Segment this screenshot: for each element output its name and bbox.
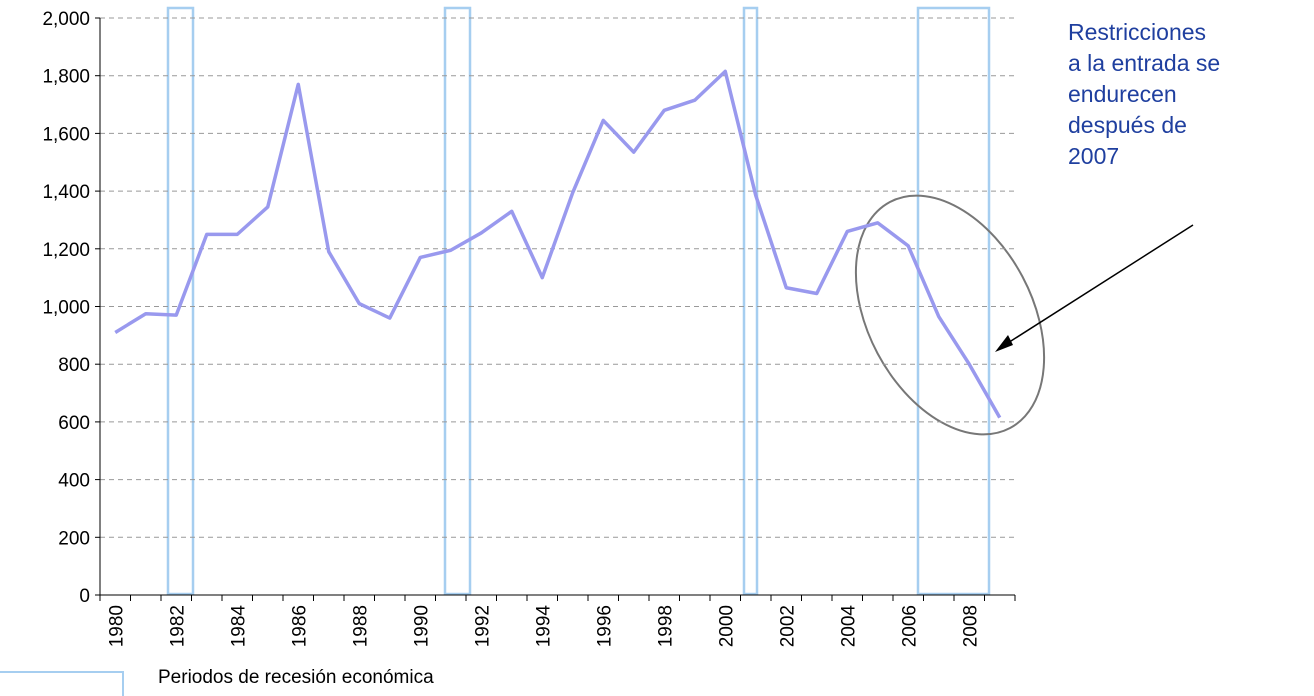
- recession-band: [443, 6, 472, 596]
- recession-band: [742, 6, 759, 596]
- y-tick-label: 800: [58, 355, 90, 376]
- x-tick-label: 1998: [655, 605, 676, 647]
- recession-band: [166, 6, 195, 596]
- x-tick-label: 1996: [594, 605, 615, 647]
- recession-bands: [166, 6, 991, 596]
- annotation-line: endurecen: [1068, 81, 1177, 107]
- y-tick-label: 200: [58, 528, 90, 549]
- x-tick-label: 1994: [533, 605, 554, 648]
- recession-band: [916, 6, 991, 596]
- y-tick-label: 1,800: [42, 67, 90, 88]
- annotation-line: a la entrada se: [1068, 50, 1220, 76]
- y-tick-label: 1,200: [42, 240, 90, 261]
- x-tick-label: 1990: [411, 605, 432, 647]
- x-tick-label: 1980: [106, 605, 127, 647]
- y-tick-label: 400: [58, 471, 90, 492]
- y-tick-label: 2,000: [42, 9, 90, 30]
- x-tick-label: 2008: [960, 605, 981, 647]
- legend-swatch: [0, 671, 124, 696]
- highlight-ellipse: [854, 194, 1046, 436]
- x-tick-label: 2000: [716, 605, 737, 647]
- x-tick-label: 1984: [228, 605, 249, 648]
- y-tick-label: 600: [58, 413, 90, 434]
- x-tick-label: 2002: [777, 605, 798, 647]
- y-tick-label: 1,400: [42, 182, 90, 203]
- x-tick-label: 2004: [838, 605, 859, 648]
- y-tick-label: 0: [79, 586, 90, 607]
- annotation-line: después de: [1068, 112, 1187, 138]
- x-tick-label: 1982: [167, 605, 188, 647]
- y-tick-label: 1,000: [42, 298, 90, 319]
- x-tick-label: 1986: [289, 605, 310, 647]
- annotation-line: Restricciones: [1068, 19, 1206, 45]
- arrow: [999, 224, 1194, 349]
- x-tick-label: 2006: [899, 605, 920, 647]
- x-tick-label: 1988: [350, 605, 371, 647]
- arrow-head: [995, 335, 1013, 352]
- x-tick-label: 1992: [472, 605, 493, 647]
- annotation-line: 2007: [1068, 143, 1119, 169]
- y-tick-label: 1,600: [42, 124, 90, 145]
- annotation: Restricciones a la entrada se endurecen …: [1068, 19, 1220, 169]
- data-line: [114, 69, 1002, 419]
- legend-label: Periodos de recesión económica: [158, 667, 434, 688]
